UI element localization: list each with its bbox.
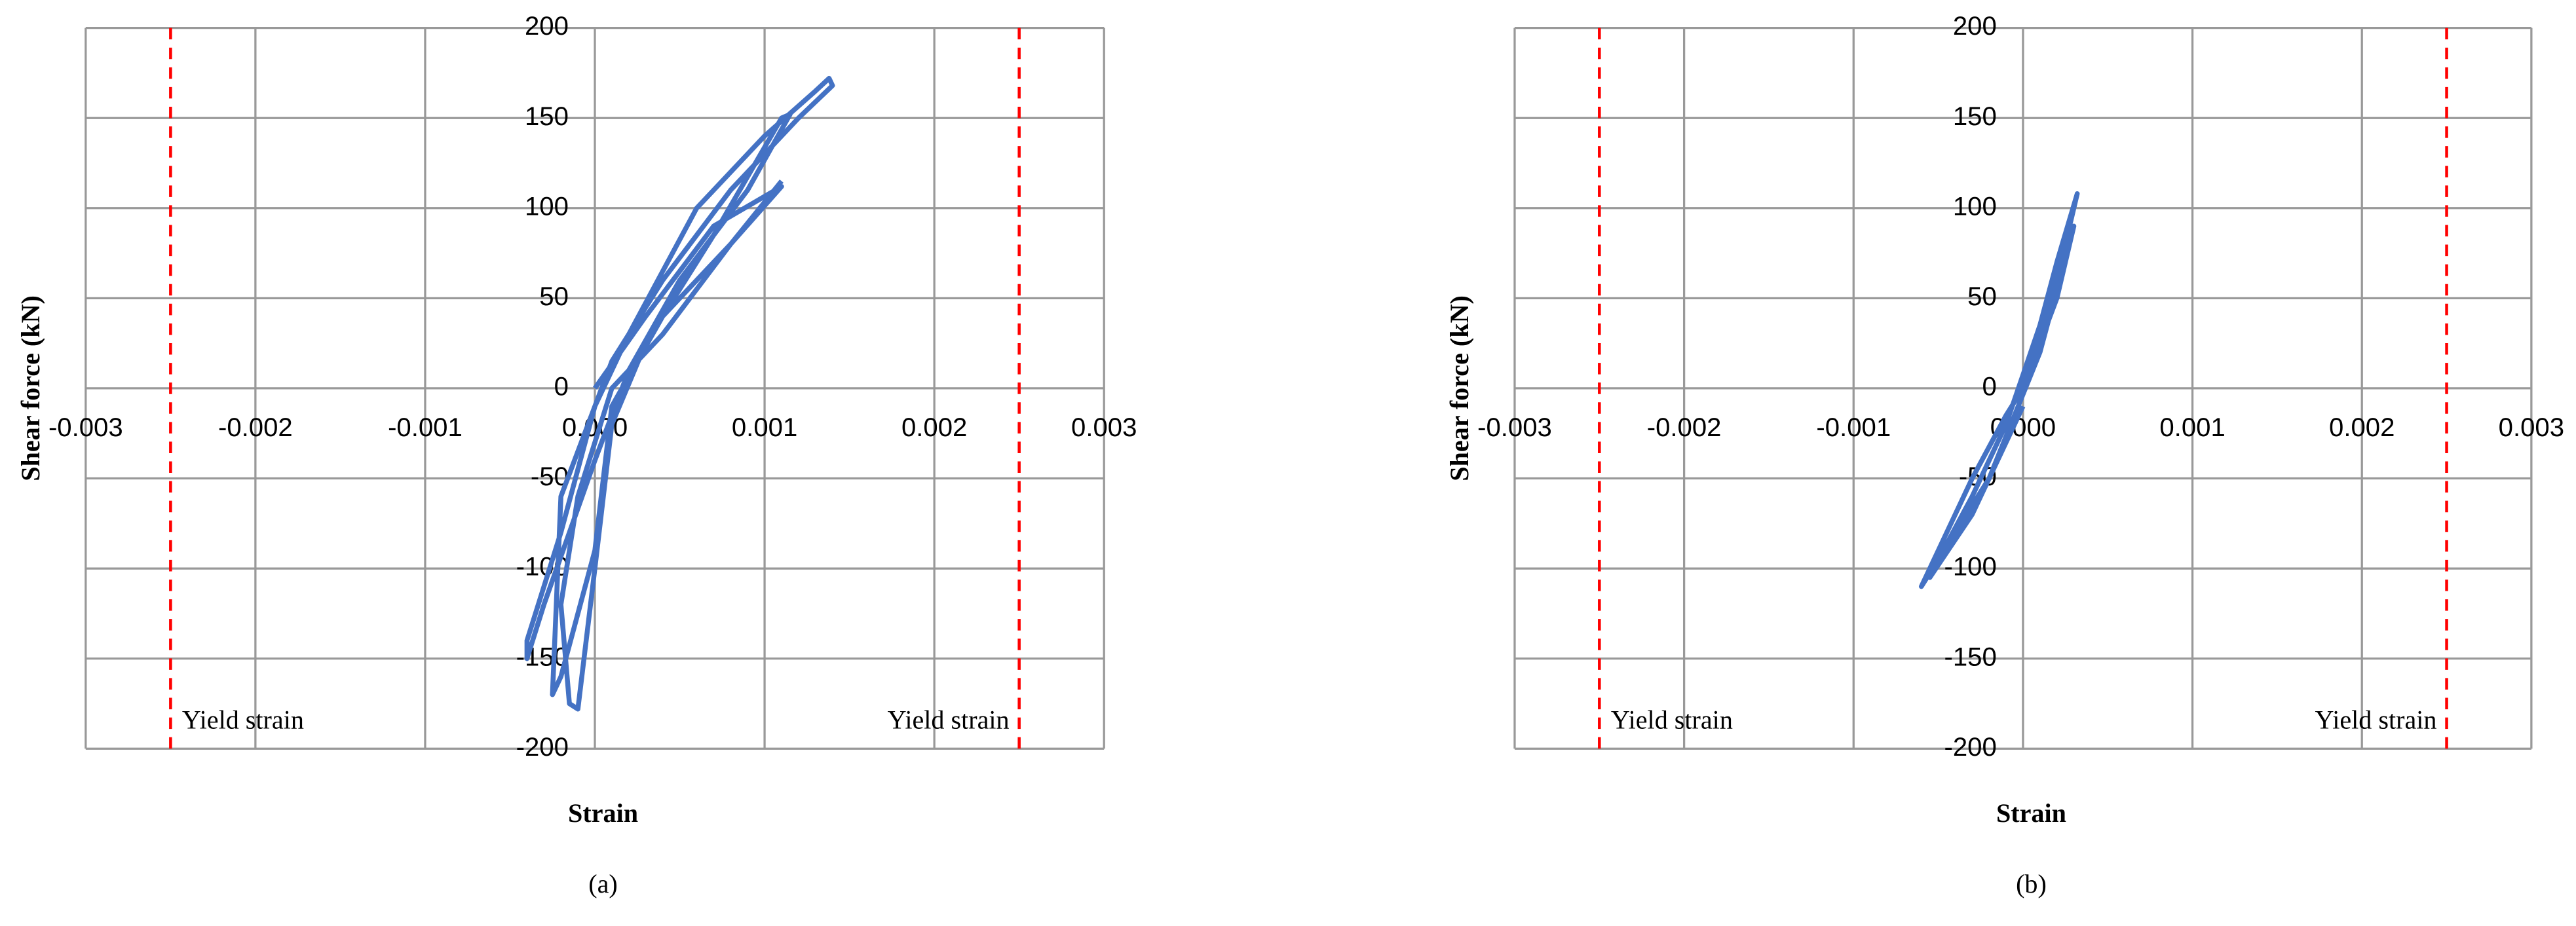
y-tick-label: -100 [1944,553,1997,582]
y-tick-label: 100 [1953,192,1997,221]
y-tick-label: 200 [525,12,569,41]
y-tick-label: 0 [554,373,569,401]
y-axis-title: Shear force (kN) [1445,295,1474,481]
x-tick-label: 0.001 [2159,413,2225,442]
x-tick-label: -0.001 [1816,413,1891,442]
x-axis-title: Strain [1996,798,2066,828]
y-tick-label: -150 [1944,642,1997,671]
y-tick-label: -200 [1944,733,1997,762]
annotation: Yield strain [1611,705,1733,734]
x-tick-label: -0.002 [218,413,293,442]
y-tick-label: 50 [539,282,569,311]
data-line [1918,191,2080,589]
y-tick-label: 150 [525,102,569,131]
x-tick-label: 0.003 [2499,413,2564,442]
data-line [524,75,835,712]
y-tick-label: -200 [516,733,569,762]
x-tick-label: 0.002 [2329,413,2395,442]
y-tick-label: 0 [1982,373,1996,401]
annotation: Yield strain [182,705,304,734]
x-tick-label: -0.002 [1647,413,1722,442]
x-axis-title: Strain [568,798,638,828]
x-tick-label: 0.002 [901,413,967,442]
y-tick-label: -150 [516,642,569,671]
x-tick-label: -0.003 [48,413,123,442]
y-tick-label: 150 [1953,102,1997,131]
x-tick-label: 0.003 [1071,413,1137,442]
annotation: Yield strain [2315,705,2436,734]
annotation: Yield strain [888,705,1010,734]
x-tick-label: 0.001 [732,413,797,442]
y-tick-label: 100 [525,192,569,221]
x-tick-label: -0.003 [1477,413,1552,442]
y-tick-label: 50 [1967,282,1997,311]
x-tick-label: -0.001 [388,413,463,442]
panel-label: (a) [588,869,618,898]
y-tick-label: 200 [1953,12,1997,41]
y-axis-title: Shear force (kN) [16,295,45,481]
panel-label: (b) [2016,869,2047,898]
